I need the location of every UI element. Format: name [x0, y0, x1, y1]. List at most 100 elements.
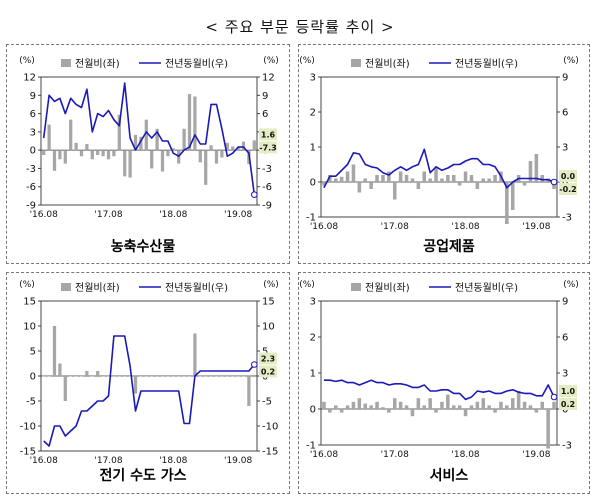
bar-mom	[369, 182, 373, 189]
bar-mom	[534, 409, 539, 413]
bar-mom	[90, 150, 94, 160]
right-tick-label: 6	[262, 109, 268, 120]
bar-mom	[106, 150, 111, 160]
bar-mom	[198, 150, 202, 163]
right-tick-label: -3	[562, 213, 572, 224]
right-tick-label: 3	[562, 369, 568, 380]
bar-mom	[128, 376, 132, 377]
bar-mom	[351, 401, 356, 409]
bar-mom	[434, 409, 438, 413]
bar-mom	[193, 333, 197, 376]
chart-utilities: (%)(%)151050-5-10-15151050-5-10-15'16.08…	[19, 280, 279, 484]
chart-industrial: (%)(%)3210-19630-3'16.08'17.08'18.08'19.…	[299, 56, 579, 255]
bar-mom	[345, 405, 350, 409]
legend-line-label: 전년동월비(우)	[455, 58, 518, 70]
left-tick-label: 15	[23, 297, 36, 308]
right-unit: (%)	[263, 280, 279, 290]
bar-mom	[47, 124, 51, 151]
left-tick-label: -1	[306, 441, 316, 452]
line-yoy	[323, 379, 555, 401]
end-label-top: 1.0	[561, 387, 576, 396]
bar-mom	[247, 376, 251, 406]
bar-mom	[328, 175, 332, 182]
bar-mom	[552, 182, 556, 189]
end-label-box	[559, 170, 577, 182]
bar-mom	[404, 175, 409, 182]
panel-utilities: (%)(%)151050-5-10-15151050-5-10-15'16.08…	[6, 272, 290, 494]
bar-mom	[58, 150, 62, 160]
end-label-top: 0.0	[561, 172, 576, 181]
right-tick-label: -9	[262, 201, 272, 212]
left-tick-label: 0	[30, 372, 36, 383]
plot-frame	[320, 300, 558, 446]
legend-bar-swatch	[351, 283, 361, 291]
x-tick-label: '19.08	[224, 456, 253, 466]
bar-mom	[231, 376, 235, 377]
chart-agri: (%)(%)129630-3-6-9129630-3-6-9'16.08'17.…	[19, 56, 279, 255]
bar-mom	[375, 175, 379, 182]
bar-mom	[79, 150, 84, 157]
chart-services: (%)(%)3210-19630-3'16.08'17.08'18.08'19.…	[299, 280, 579, 484]
left-unit: (%)	[19, 56, 35, 66]
bar-mom	[106, 376, 111, 377]
end-label-top: 2.3	[261, 355, 275, 364]
bar-mom	[85, 371, 89, 376]
left-unit: (%)	[299, 56, 315, 66]
bar-mom	[499, 401, 503, 409]
bar-mom	[112, 376, 116, 377]
bar-mom	[516, 391, 521, 409]
bar-mom	[209, 376, 213, 377]
x-tick-label: '19.08	[224, 210, 253, 220]
bar-mom	[363, 403, 368, 409]
left-tick-label: 2	[310, 108, 316, 119]
bar-mom	[381, 407, 385, 409]
legend-line-label: 전년동월비(우)	[165, 282, 228, 294]
bar-mom	[505, 405, 509, 409]
legend-bar-label: 전월비(좌)	[75, 282, 120, 294]
panel-title: 농축수산물	[111, 238, 176, 255]
bar-mom	[428, 178, 432, 182]
bar-mom	[225, 376, 229, 377]
panel-agri: (%)(%)129630-3-6-9129630-3-6-9'16.08'17.…	[6, 44, 290, 264]
bar-mom	[381, 175, 385, 182]
bar-mom	[252, 140, 256, 151]
bar-mom	[322, 182, 326, 186]
bar-mom	[446, 175, 450, 182]
bar-mom	[457, 405, 462, 409]
bar-mom	[214, 150, 219, 164]
legend-bar-label: 전월비(좌)	[75, 58, 120, 70]
bar-mom	[231, 146, 235, 151]
x-tick-label: '17.08	[94, 210, 123, 220]
bar-mom	[410, 178, 415, 182]
bar-mom	[236, 376, 240, 377]
bar-mom	[440, 401, 444, 409]
bar-mom	[434, 168, 438, 182]
end-label-box	[259, 141, 277, 154]
x-tick-label: '18.08	[451, 450, 480, 460]
panel-title: 공업제품	[423, 239, 475, 255]
end-label-bottom: -0.2	[559, 185, 577, 194]
right-tick-label: 12	[262, 73, 275, 84]
line-yoy	[43, 335, 255, 447]
bar-mom	[198, 376, 202, 377]
bar-mom	[398, 401, 403, 409]
bar-mom	[369, 405, 373, 409]
bar-mom	[457, 182, 462, 186]
right-unit: (%)	[563, 280, 579, 290]
line-end-marker	[550, 393, 558, 401]
left-tick-label: 3	[30, 127, 36, 138]
bar-mom	[123, 376, 127, 377]
left-tick-label: 9	[30, 91, 36, 102]
bar-mom	[96, 371, 100, 376]
bar-mom	[128, 150, 132, 178]
x-tick-label: '18.08	[451, 222, 480, 232]
bar-mom	[522, 182, 527, 186]
right-tick-label: -5	[262, 397, 272, 408]
bar-mom	[339, 409, 344, 413]
bar-mom	[392, 398, 397, 409]
bar-mom	[328, 409, 332, 413]
bar-mom	[177, 376, 181, 377]
left-unit: (%)	[299, 280, 315, 290]
right-tick-label: -3	[262, 164, 272, 175]
bar-mom	[522, 401, 527, 409]
